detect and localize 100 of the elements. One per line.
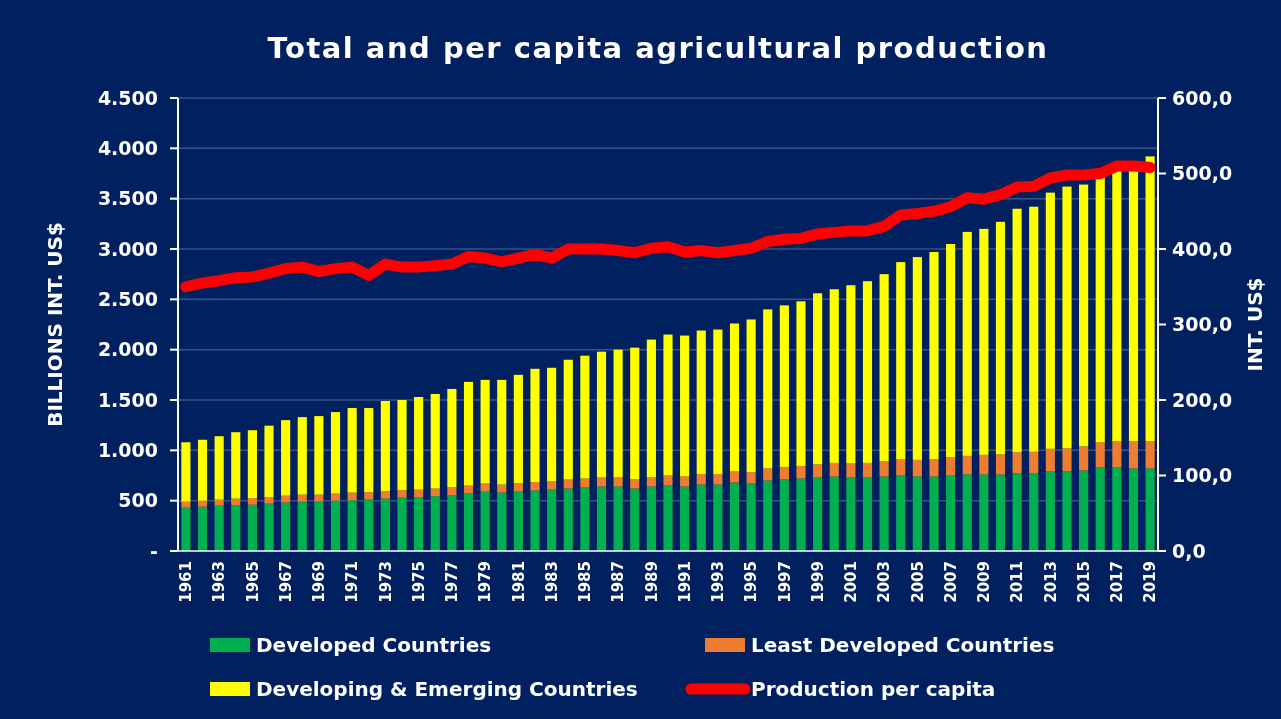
bar: [513, 374, 523, 484]
bar: [447, 388, 457, 488]
bar: [813, 293, 823, 465]
bar: [1079, 184, 1089, 447]
bar: [1062, 448, 1072, 472]
bar: [846, 463, 856, 478]
bar: [380, 498, 390, 551]
bar: [347, 408, 357, 493]
x-tick-label: 2013: [1041, 561, 1060, 603]
bar: [796, 465, 806, 479]
bar: [829, 462, 839, 477]
bar: [729, 482, 740, 551]
bar: [463, 485, 474, 494]
bar: [979, 228, 989, 455]
x-tick-label: 1987: [609, 561, 628, 603]
x-tick-label: 1995: [742, 561, 761, 603]
bar: [1029, 206, 1039, 452]
y2-tick-label: 500,0: [1172, 162, 1233, 185]
x-tick-label: 1997: [775, 561, 794, 603]
bar: [530, 482, 540, 491]
bar: [846, 285, 856, 464]
bar: [480, 483, 490, 492]
bar: [763, 468, 773, 481]
bar: [1145, 156, 1155, 442]
x-tick-label: 2001: [842, 561, 861, 603]
bar: [613, 477, 623, 487]
bar: [1095, 467, 1105, 551]
bar: [281, 502, 291, 551]
bar: [247, 504, 257, 551]
y-tick-label: -: [150, 539, 158, 562]
bar: [829, 476, 839, 551]
y2-axis-title: INT. US$: [1243, 277, 1267, 372]
bar: [281, 420, 291, 496]
bar: [796, 478, 806, 551]
x-tick-label: 2017: [1108, 561, 1127, 603]
bar: [912, 257, 922, 460]
bar: [1112, 441, 1122, 468]
bar: [1012, 208, 1022, 453]
bar: [596, 477, 607, 487]
bar: [746, 471, 756, 484]
x-tick-label: 1989: [642, 561, 661, 603]
bar: [513, 483, 523, 492]
bar: [1112, 170, 1122, 442]
x-tick-label: 1981: [509, 561, 528, 603]
bar: [281, 495, 291, 503]
bar: [862, 462, 873, 478]
bar: [630, 479, 640, 489]
legend-label: Developing & Emerging Countries: [256, 677, 638, 701]
y-tick-label: 2.000: [97, 338, 158, 361]
bar: [447, 495, 457, 551]
legend-label: Production per capita: [751, 677, 996, 701]
bar: [447, 487, 457, 496]
bar: [547, 481, 557, 490]
chart-title: Total and per capita agricultural production: [267, 31, 1049, 65]
bar: [264, 497, 274, 504]
bar: [397, 400, 407, 491]
bar: [763, 309, 773, 469]
x-tick-label: 1975: [409, 561, 428, 603]
bar: [530, 368, 540, 483]
bar: [214, 505, 224, 551]
x-tick-label: 1969: [310, 561, 329, 603]
bar: [879, 274, 889, 462]
bar: [330, 500, 341, 551]
bar: [1045, 448, 1055, 472]
x-tick-label: 1961: [177, 561, 196, 603]
bar: [813, 464, 823, 478]
bar: [214, 436, 224, 500]
bar: [380, 491, 390, 499]
bar: [547, 367, 557, 482]
bar: [929, 252, 939, 460]
bar: [414, 396, 424, 490]
bar: [563, 359, 573, 480]
bar: [995, 221, 1006, 455]
bar: [979, 454, 989, 475]
bar: [896, 262, 906, 460]
bar: [813, 477, 823, 551]
y2-tick-label: 300,0: [1172, 313, 1233, 336]
bar: [829, 289, 839, 463]
bar: [414, 497, 424, 551]
y2-tick-label: 100,0: [1172, 464, 1233, 487]
bar: [347, 492, 357, 501]
x-tick-label: 2005: [908, 561, 927, 603]
bar: [314, 494, 324, 502]
bar: [397, 490, 407, 498]
bar: [1112, 467, 1122, 551]
x-tick-label: 1983: [542, 561, 561, 603]
y-axis-title: BILLIONS INT. US$: [43, 222, 67, 427]
bar: [646, 477, 656, 487]
bar: [596, 486, 607, 551]
bar: [1029, 451, 1039, 474]
y-tick-label: 3.000: [97, 237, 158, 260]
bar: [181, 442, 191, 502]
bar: [713, 484, 723, 551]
bar: [364, 499, 374, 551]
x-tick-label: 1999: [808, 561, 827, 603]
bar: [613, 349, 623, 478]
bar: [380, 401, 390, 492]
bar: [480, 491, 490, 551]
bar: [962, 474, 972, 551]
x-tick-label: 2015: [1074, 561, 1093, 603]
